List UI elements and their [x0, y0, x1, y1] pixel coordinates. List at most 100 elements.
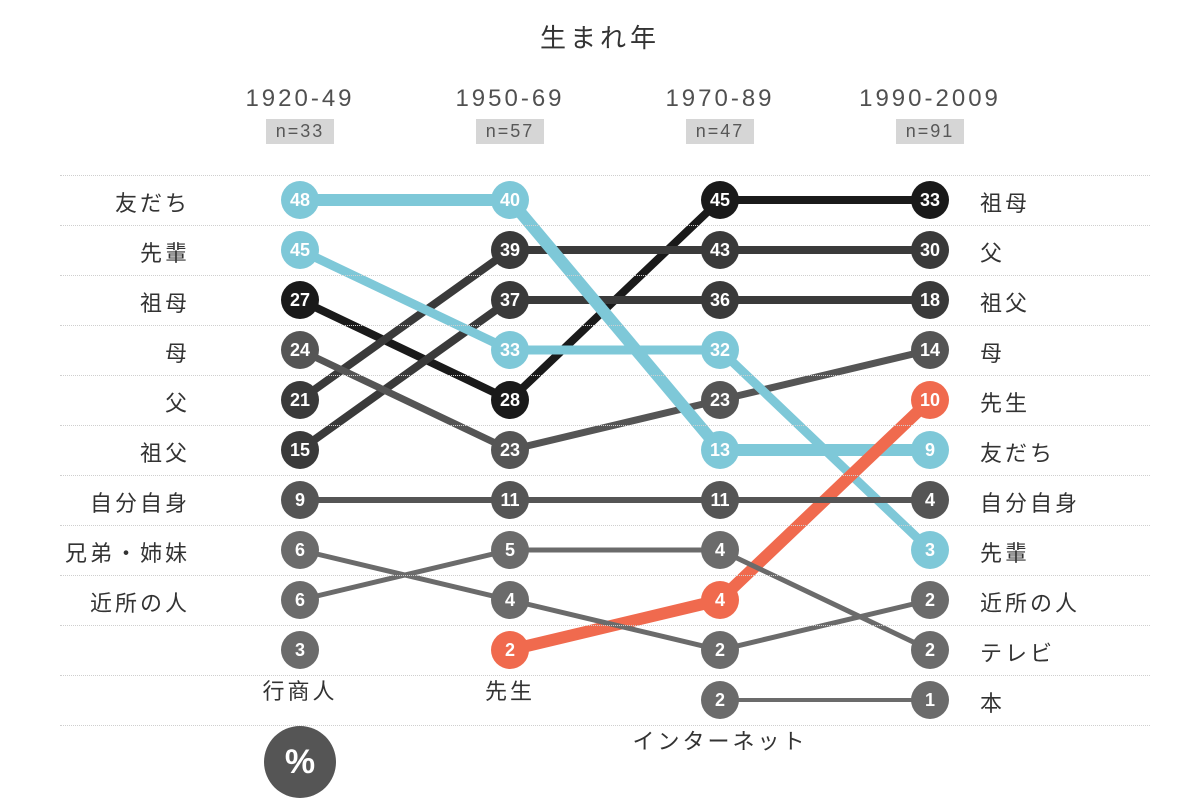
bump-chart: 生まれ年 27284533213943301537361824232314484…: [0, 0, 1200, 800]
left-row-label: 祖母: [140, 286, 190, 318]
right-row-label: 近所の人: [980, 586, 1080, 618]
grid-line: [60, 175, 1150, 176]
grid-line: [60, 725, 1150, 726]
node-value: 11: [710, 490, 729, 510]
percent-badge-icon: %: [264, 726, 336, 798]
chart-node: 48: [281, 181, 319, 219]
column-n: n=91: [896, 119, 965, 144]
column-range: 1920-49: [200, 85, 400, 113]
left-row-label: 友だち: [115, 186, 190, 218]
grid-line: [60, 475, 1150, 476]
node-value: 23: [500, 440, 520, 460]
node-value: 4: [715, 540, 725, 560]
foot-label: インターネット: [620, 724, 820, 756]
node-value: 1: [925, 690, 935, 710]
chart-node: 14: [911, 331, 949, 369]
right-row-label: 先生: [980, 386, 1030, 418]
chart-node: 4: [911, 481, 949, 519]
chart-node: 3: [911, 531, 949, 569]
chart-node: 1: [911, 681, 949, 719]
node-value: 36: [710, 290, 730, 310]
node-value: 45: [290, 240, 310, 260]
node-value: 43: [710, 240, 730, 260]
chart-node: 10: [911, 381, 949, 419]
left-row-label: 祖父: [140, 436, 190, 468]
column-header: 1990-2009 n=91: [830, 85, 1030, 144]
column-header: 1970-89 n=47: [620, 85, 820, 144]
node-value: 6: [295, 540, 305, 560]
right-row-label: 母: [980, 336, 1005, 368]
grid-line: [60, 275, 1150, 276]
node-value: 6: [295, 590, 305, 610]
column-n: n=47: [686, 119, 755, 144]
node-value: 30: [920, 240, 940, 260]
grid-line: [60, 325, 1150, 326]
chart-node: 9: [281, 481, 319, 519]
chart-node: 37: [491, 281, 529, 319]
chart-node: 40: [491, 181, 529, 219]
node-value: 40: [500, 190, 520, 210]
chart-node: 11: [491, 481, 529, 519]
node-value: 33: [920, 190, 940, 210]
left-row-label: 近所の人: [90, 586, 190, 618]
node-value: 3: [925, 540, 935, 560]
node-value: 24: [290, 340, 310, 360]
grid-line: [60, 625, 1150, 626]
chart-node: 5: [491, 531, 529, 569]
series-edge: [300, 350, 930, 450]
chart-node: 45: [701, 181, 739, 219]
chart-node: 43: [701, 231, 739, 269]
node-value: 2: [715, 640, 725, 660]
chart-node: 4: [701, 581, 739, 619]
chart-node: 21: [281, 381, 319, 419]
chart-node: 4: [701, 531, 739, 569]
left-row-label: 自分自身: [90, 486, 190, 518]
node-value: 33: [500, 340, 520, 360]
node-value: 4: [505, 590, 515, 610]
chart-node: 36: [701, 281, 739, 319]
series-edge: [300, 550, 930, 650]
grid-line: [60, 375, 1150, 376]
node-value: 14: [920, 340, 940, 360]
column-header: 1920-49n=33: [200, 85, 400, 144]
node-value: 5: [505, 540, 515, 560]
chart-node: 23: [701, 381, 739, 419]
grid-line: [60, 575, 1150, 576]
left-row-label: 父: [165, 386, 190, 418]
node-value: 48: [290, 190, 310, 210]
chart-node: 2: [701, 631, 739, 669]
right-row-label: 祖父: [980, 286, 1030, 318]
node-value: 21: [290, 390, 310, 410]
chart-node: 27: [281, 281, 319, 319]
chart-node: 32: [701, 331, 739, 369]
chart-node: 45: [281, 231, 319, 269]
series-edge: [300, 550, 930, 650]
chart-node: 30: [911, 231, 949, 269]
chart-node: 6: [281, 581, 319, 619]
left-row-label: 兄弟・姉妹: [65, 536, 190, 568]
right-row-label: 本: [980, 686, 1005, 718]
node-value: 32: [710, 340, 730, 360]
chart-node: 2: [701, 681, 739, 719]
chart-node: 24: [281, 331, 319, 369]
chart-node: 3: [281, 631, 319, 669]
grid-line: [60, 225, 1150, 226]
node-value: 3: [295, 640, 305, 660]
node-value: 11: [500, 490, 519, 510]
node-value: 37: [500, 290, 520, 310]
node-value: 10: [920, 390, 940, 410]
grid-line: [60, 425, 1150, 426]
column-range: 1950-69: [410, 85, 610, 113]
chart-node: 15: [281, 431, 319, 469]
chart-node: 13: [701, 431, 739, 469]
node-value: 4: [715, 590, 725, 610]
node-value: 23: [710, 390, 730, 410]
chart-node: 28: [491, 381, 529, 419]
node-value: 18: [920, 290, 940, 310]
column-range: 1970-89: [620, 85, 820, 113]
node-value: 13: [710, 440, 730, 460]
column-range: 1990-2009: [830, 85, 1030, 113]
grid-line: [60, 525, 1150, 526]
node-value: 2: [925, 590, 935, 610]
right-row-label: 父: [980, 236, 1005, 268]
